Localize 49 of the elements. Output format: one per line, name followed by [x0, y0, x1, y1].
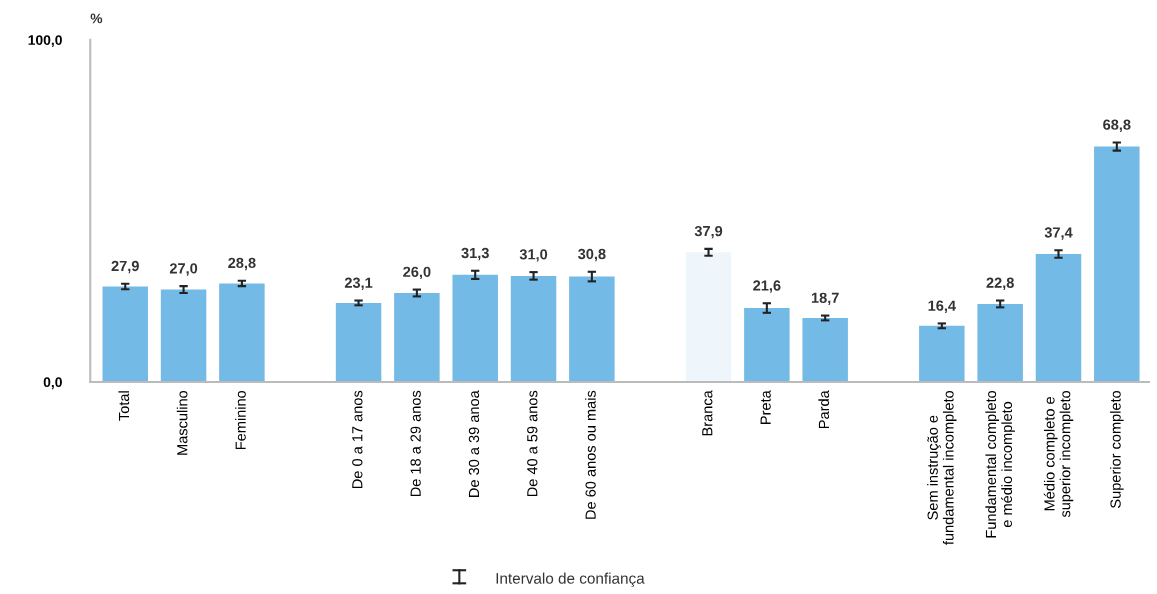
bar [394, 292, 440, 382]
y-tick-label: 0,0 [43, 377, 62, 390]
data-label: 18,7 [811, 292, 839, 306]
bar [569, 276, 615, 382]
x-tick-label: Parda [818, 390, 830, 428]
bar [335, 302, 382, 382]
data-label: 37,4 [1044, 227, 1073, 240]
x-tick-label: Total [118, 391, 130, 421]
bar [102, 286, 148, 382]
data-label: 26,0 [403, 266, 431, 280]
data-label: 22,8 [986, 277, 1014, 291]
bar [685, 252, 732, 382]
x-tick-label: Superior completo [1110, 390, 1124, 508]
data-label: 27,9 [111, 260, 139, 274]
data-label: 31,0 [519, 249, 548, 262]
bar [219, 283, 265, 382]
bar [1035, 253, 1082, 382]
x-tick-label: Masculino [176, 390, 188, 455]
bar [744, 308, 790, 382]
data-label: 31,3 [461, 247, 489, 261]
data-label: 28,8 [228, 257, 256, 271]
x-tick-label: De 18 a 29 anos [410, 390, 421, 497]
y-tick-label: 100,0 [28, 35, 62, 47]
x-tick-label: Médio completo e superior incompleto [1043, 390, 1074, 518]
bar [977, 303, 1023, 382]
x-tick-label: Fundamental completo e médio incompleto [985, 390, 1015, 538]
x-tick-label: Sem instrução e fundamental incompleto [927, 390, 957, 545]
x-tick-label: De 0 a 17 anos [352, 390, 363, 488]
data-label: 30,8 [578, 248, 606, 262]
x-tick-label: Branca [702, 390, 713, 436]
data-label: 23,1 [344, 277, 373, 291]
x-tick-label: De 30 a 39 anoa [468, 390, 480, 497]
data-label: 16,4 [928, 300, 956, 313]
data-label: 21,6 [753, 280, 781, 293]
x-tick-label: De 60 anos ou mais [585, 390, 596, 519]
data-label: 37,9 [694, 225, 723, 239]
x-tick-label: Preta [760, 390, 771, 424]
x-tick-label: De 40 a 59 anos [527, 390, 538, 497]
bar [919, 325, 965, 382]
bar [452, 274, 498, 382]
x-tick-label: Feminino [235, 390, 246, 450]
bar [160, 289, 207, 382]
bar [510, 275, 557, 382]
text: Intervalo de confiança [496, 572, 645, 587]
y-axis-title: % [90, 13, 103, 24]
data-label: 68,8 [1103, 119, 1131, 132]
data-label: 27,0 [169, 263, 198, 276]
bar [802, 317, 848, 382]
bar [1094, 146, 1140, 382]
